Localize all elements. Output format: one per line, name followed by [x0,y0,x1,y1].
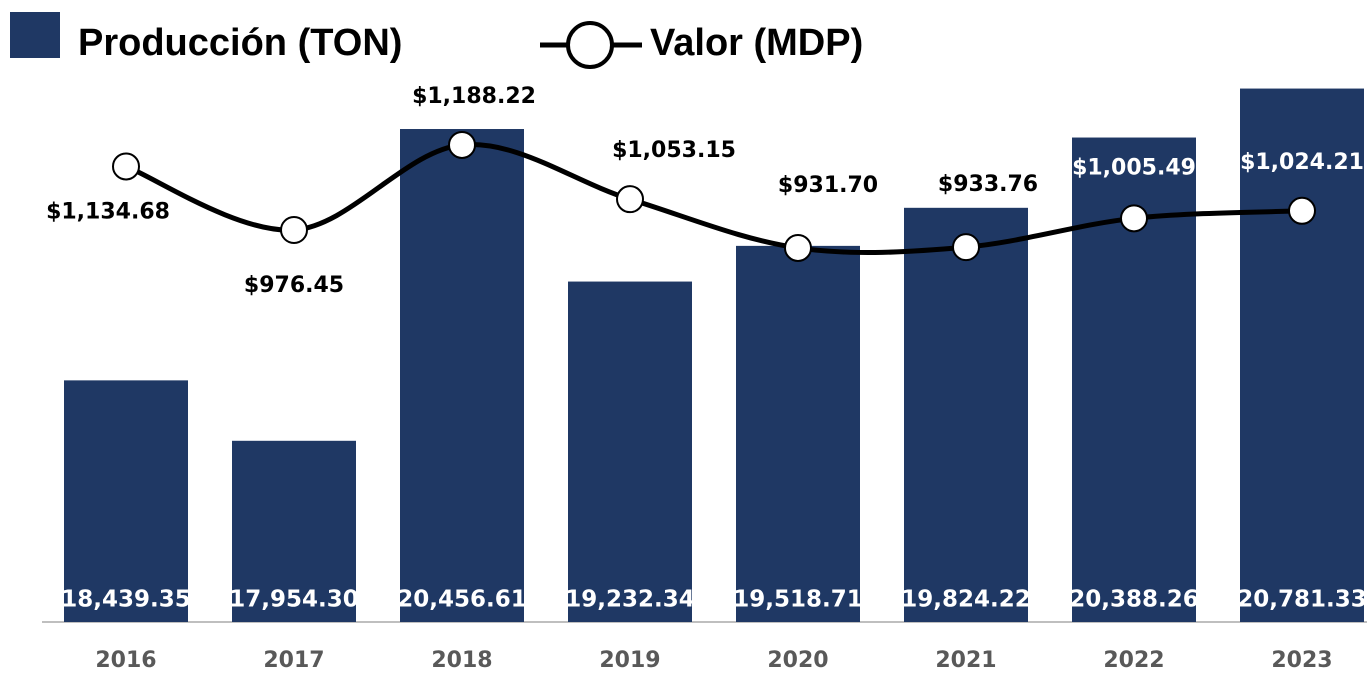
bar-value-label: 19,518.71 [733,587,863,613]
line-marker [784,233,812,262]
bar-value-label: 18,439.35 [61,587,191,613]
line-value-label: $1,134.68 [46,199,170,224]
line-marker [280,215,308,244]
bar [64,380,188,622]
line-value-label: $933.76 [938,172,1038,197]
line-marker [1288,196,1316,225]
line-value-label: $931.70 [778,173,878,198]
legend-marker [566,21,614,69]
line-value-label: $1,188.22 [412,84,536,109]
x-tick-label: 2017 [263,648,324,673]
bar [232,440,356,622]
bar [1240,88,1364,622]
line-marker [952,233,980,262]
bar-value-label: 20,388.26 [1069,587,1199,613]
line [125,142,1303,256]
bar [400,129,524,622]
bar [568,281,692,622]
bar-value-label: 17,954.30 [229,587,359,613]
bar-value-label: 19,232.34 [565,587,695,613]
legend-label: Valor (MDP) [650,22,863,64]
bar [904,207,1028,623]
line-marker [112,152,140,181]
x-tick-label: 2016 [95,648,156,673]
bar-value-label: 20,781.33 [1237,587,1367,613]
x-tick-label: 2022 [1103,648,1164,673]
x-tick-label: 2021 [935,648,996,673]
bar-value-label: 19,824.22 [901,587,1031,613]
legend-label: Producción (TON) [78,22,402,64]
line-value-label: $1,005.49 [1072,155,1196,180]
line-value-label: $1,024.21 [1240,150,1364,175]
x-tick-label: 2019 [599,648,660,673]
line-value-label: $976.45 [244,273,344,298]
line-marker [448,130,476,159]
bar-value-label: 20,456.61 [397,587,527,613]
line-value-label: $1,053.15 [612,138,736,163]
x-tick-label: 2023 [1271,648,1332,673]
x-tick-label: 2018 [431,648,492,673]
line-marker [616,185,644,214]
line-marker [1120,204,1148,233]
x-tick-label: 2020 [767,648,828,673]
legend-swatch-bar [10,12,60,58]
bar [736,245,860,622]
